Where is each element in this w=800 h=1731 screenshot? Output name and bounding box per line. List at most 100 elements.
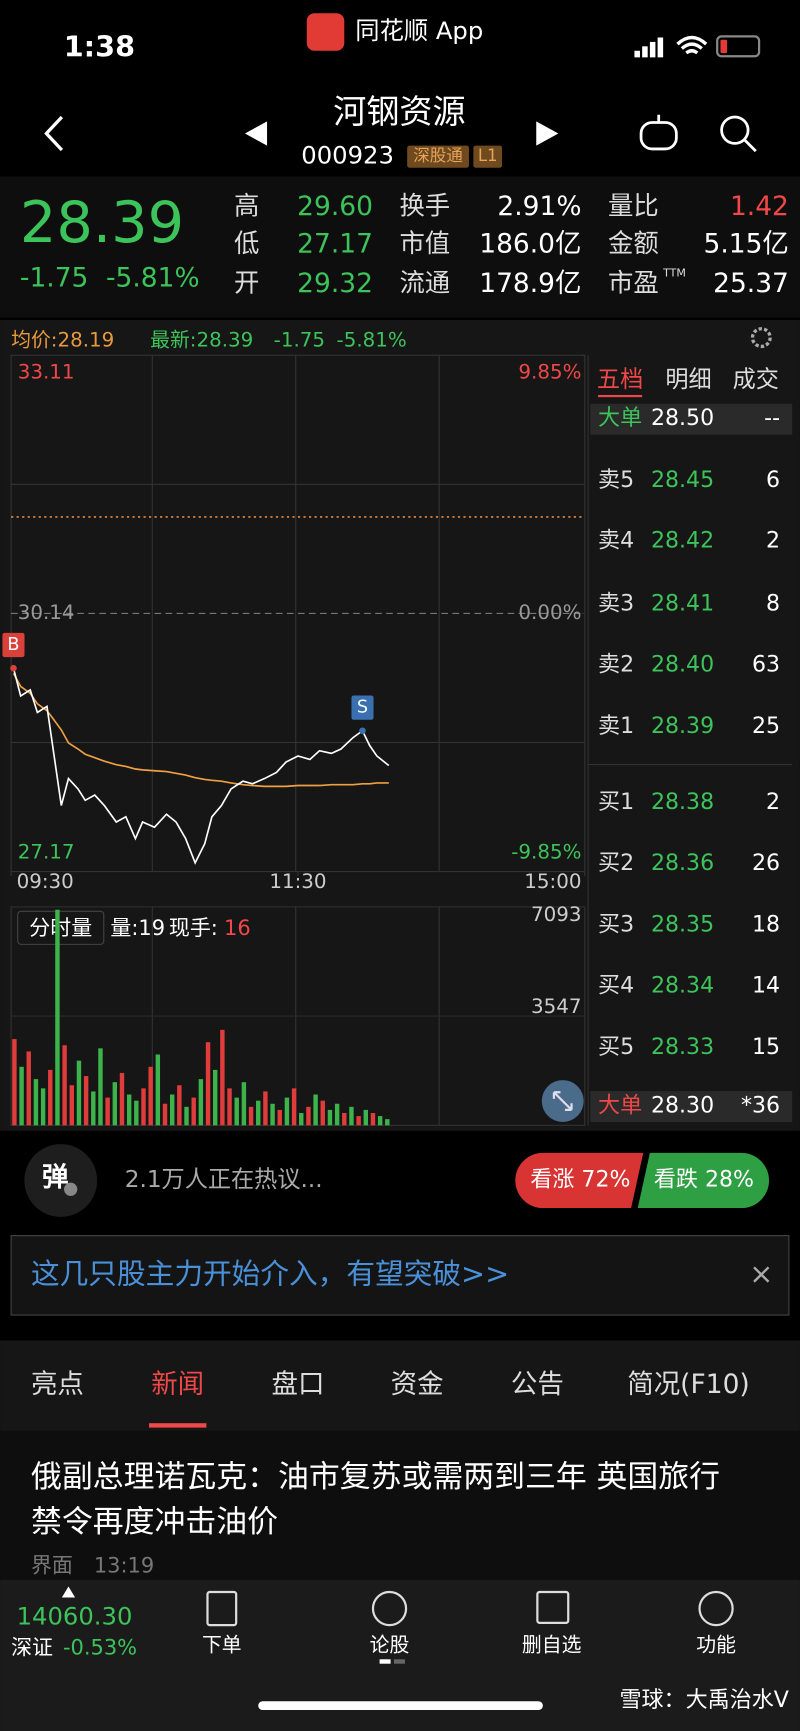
x-tick-label: 11:30 — [269, 870, 326, 893]
tag: L1 — [478, 146, 498, 165]
next-stock[interactable] — [536, 121, 559, 146]
stat-value: 25.37 — [713, 268, 789, 299]
stat-label: 量比 — [608, 190, 659, 220]
nav-icon — [536, 1590, 570, 1624]
stat-label: 流通 — [399, 268, 450, 298]
nav-label[interactable]: 功能 — [696, 1634, 736, 1657]
news-tab[interactable]: 公告 — [511, 1369, 564, 1400]
stat-label: 市值 — [399, 228, 450, 258]
book-label: 卖5 — [598, 468, 634, 493]
volume-bar — [184, 1106, 189, 1126]
index-arrow — [61, 1586, 76, 1598]
y-tick-label: 30.14 — [18, 601, 75, 624]
book-volume: -- — [764, 406, 780, 431]
bull-label: 看涨 72% — [530, 1167, 630, 1192]
tabs-bar — [0, 1340, 800, 1431]
volume-bar — [141, 1088, 146, 1126]
stat-value: 5.15亿 — [703, 228, 788, 259]
page-dot — [379, 1659, 391, 1664]
news-item[interactable] — [0, 1430, 800, 1580]
home-indicator — [258, 1701, 543, 1711]
bull-button[interactable] — [515, 1152, 644, 1209]
price-change: -1.75 — [20, 263, 89, 294]
discussion-text[interactable]: 2.1万人正在热议... — [125, 1167, 323, 1193]
app-icon — [306, 13, 345, 51]
badge-dot — [64, 1182, 78, 1196]
book-label: 买3 — [598, 913, 634, 938]
annotation-label: B — [7, 635, 19, 655]
banner-close[interactable]: × — [749, 1256, 773, 1290]
stat-value: 1.42 — [730, 191, 789, 222]
prev-stock[interactable] — [244, 121, 268, 146]
book-label: 卖1 — [598, 714, 634, 739]
news-source: 界面 — [31, 1554, 73, 1578]
index-value[interactable]: 14060.30 — [17, 1601, 133, 1630]
volume-bar — [234, 1097, 239, 1126]
volume-bar — [248, 1106, 254, 1126]
book-volume: 26 — [752, 851, 780, 876]
news-tab[interactable]: 新闻 — [151, 1369, 204, 1400]
nav: 下单 论股 删自选 功能 — [202, 1634, 736, 1657]
current-label: 现手: — [169, 916, 218, 940]
annotation-flag — [2, 632, 25, 658]
search-icon[interactable] — [720, 115, 750, 145]
volume-bar — [98, 1048, 103, 1126]
news-tab[interactable]: 简况(F10) — [627, 1369, 750, 1400]
battery-level — [720, 39, 728, 53]
x-tick-label: 09:30 — [17, 870, 74, 893]
price-change-pct: -5.81% — [106, 263, 200, 294]
page-dot — [393, 1659, 405, 1664]
volume-bar — [155, 1054, 161, 1126]
volume-bar — [291, 1088, 297, 1126]
volume-bar — [320, 1100, 325, 1126]
volume-bar — [69, 1085, 74, 1126]
stats: 高 29.60 换手 2.91% 量比 1.42 低 27.17 市值 186.0亿 金额 5.15亿… — [234, 190, 789, 299]
book-tab[interactable]: 成交 — [733, 367, 779, 393]
volume-bar — [356, 1116, 361, 1126]
news-tab[interactable]: 盘口 — [271, 1369, 324, 1400]
y-tick-label: 7093 — [531, 903, 582, 926]
volume-bar — [191, 1097, 196, 1126]
book-volume: 2 — [766, 790, 780, 815]
settings-icon[interactable] — [750, 327, 772, 349]
book-tab[interactable]: 五档 — [597, 367, 643, 393]
bear-button[interactable] — [637, 1152, 770, 1209]
search-handle — [743, 139, 757, 153]
y-tick-label: 27.17 — [18, 840, 75, 863]
volume-bar — [126, 1094, 132, 1126]
badge[interactable]: 弹 — [42, 1162, 68, 1193]
banner[interactable] — [10, 1235, 790, 1316]
stat-value: 29.60 — [297, 191, 373, 222]
nav-label[interactable]: 下单 — [202, 1634, 242, 1657]
stock-code: 000923 — [301, 141, 394, 170]
volume-bar — [119, 1072, 125, 1126]
signal-bar — [634, 50, 640, 58]
nav-label[interactable]: 论股 — [370, 1634, 410, 1657]
signal-bar — [642, 46, 648, 58]
stat-label: 换手 — [399, 190, 450, 220]
intraday-chart: 33.11 30.14 27.17 9.85% 0.00% -9.85% 09:30 11:3… — [2, 354, 586, 893]
nav-icon — [371, 1590, 408, 1627]
volume-bar — [112, 1082, 118, 1126]
volume-bar — [177, 1085, 182, 1126]
volume-bar — [327, 1109, 333, 1126]
news-tab[interactable]: 资金 — [391, 1369, 444, 1400]
annotation-dot — [10, 664, 17, 672]
news-tab[interactable]: 亮点 — [31, 1369, 84, 1400]
volume-bar — [162, 1103, 168, 1126]
volume-bar — [299, 1112, 304, 1126]
robot-icon[interactable] — [639, 114, 678, 151]
volume-title: 分时量 — [29, 916, 92, 940]
tab-underline — [149, 1423, 207, 1428]
book-volume: *36 — [741, 1094, 780, 1119]
stat-value: 2.91% — [497, 191, 581, 222]
nav-label[interactable]: 删自选 — [522, 1634, 582, 1657]
chart-area — [0, 319, 800, 1131]
stat-sup: TTM — [662, 267, 686, 280]
volume-bar — [205, 1042, 211, 1126]
back-button[interactable] — [44, 115, 64, 152]
tag-bg — [473, 145, 503, 168]
book-tab[interactable]: 明细 — [665, 367, 711, 393]
